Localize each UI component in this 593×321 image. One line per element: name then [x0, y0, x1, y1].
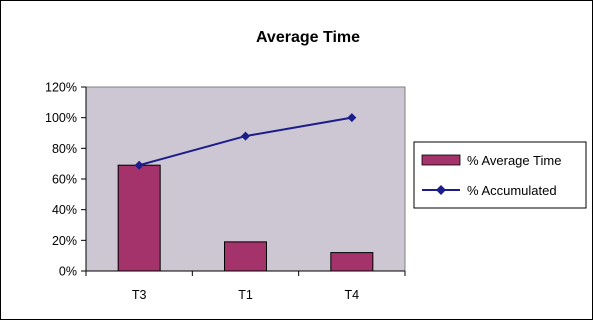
x-tick-label: T1	[238, 288, 253, 302]
x-tick-label: T4	[345, 288, 360, 302]
y-tick-label: 120%	[45, 81, 77, 95]
legend-label-accumulated: % Accumulated	[467, 183, 557, 198]
x-tick-label: T3	[132, 288, 147, 302]
legend-marker-accumulated	[436, 185, 446, 195]
y-tick-label: 0%	[59, 265, 77, 279]
y-tick-label: 60%	[52, 173, 77, 187]
bar-t1	[224, 241, 267, 272]
bar-t4	[330, 252, 374, 272]
legend-box	[413, 141, 587, 209]
y-tick-label: 40%	[52, 203, 77, 217]
bar-t3	[117, 164, 161, 272]
accumulated-point-t1	[241, 131, 250, 141]
chart-title: Average Time	[256, 29, 360, 46]
legend-label-average-time: % Average Time	[467, 153, 561, 168]
y-tick-label: 20%	[52, 234, 77, 248]
accumulated-point-t3	[134, 160, 144, 170]
y-tick-label: 80%	[52, 142, 77, 156]
y-tick-label: 100%	[45, 111, 77, 125]
legend-swatch-average-time	[421, 154, 461, 166]
accumulated-point-t4	[347, 113, 357, 123]
legend: % Average Time % Accumulated	[413, 141, 587, 209]
plot-area: 0% 20% 40% 60% 80% 100% 120% T3 T1 T4	[45, 81, 406, 302]
